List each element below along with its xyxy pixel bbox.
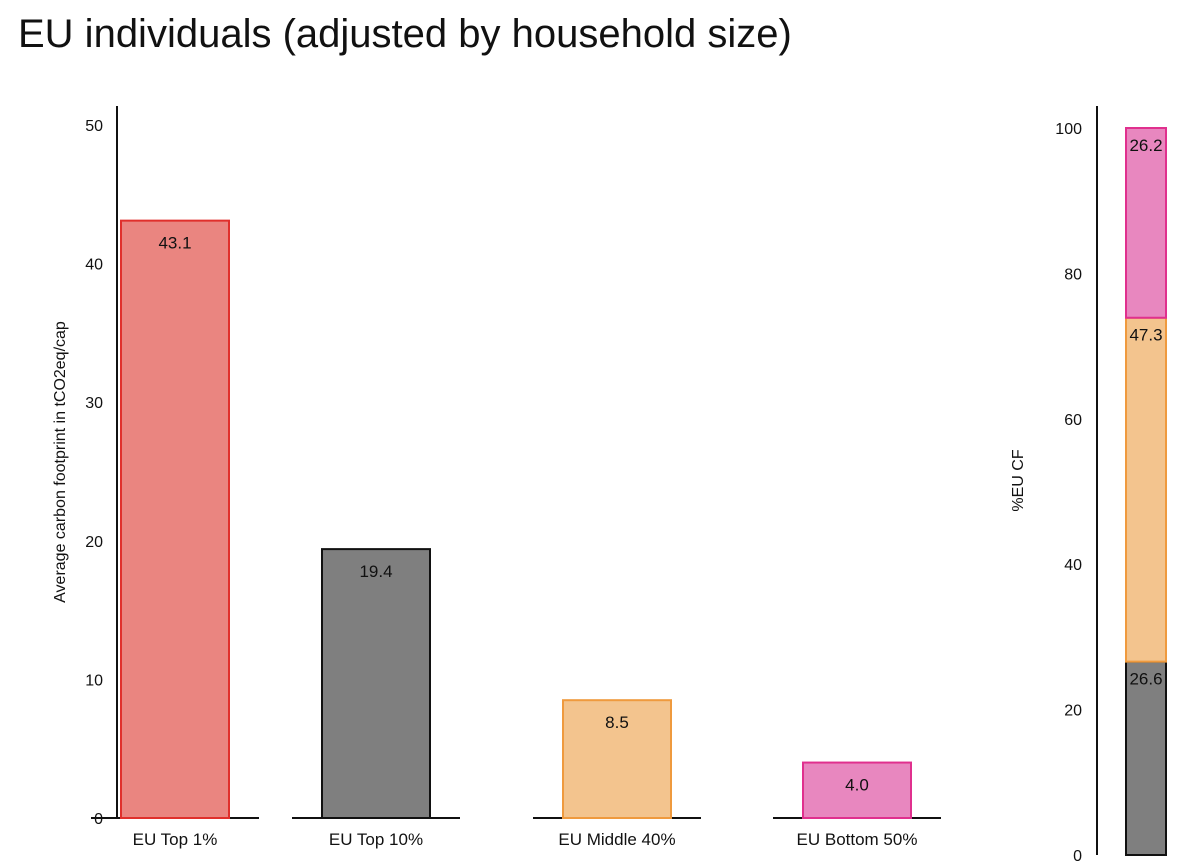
right-stacked-chart: 0 20 40 60 80 100 %EU CF 26.6 47.3 26.2	[1010, 106, 1167, 865]
bar	[802, 761, 912, 819]
bar-value-label: 4.0	[845, 776, 869, 795]
y-tick-label: 40	[85, 257, 103, 274]
y-tick-label: 20	[85, 534, 103, 551]
y-tick-label-right: 0	[1073, 848, 1082, 865]
y-tick-label-right: 60	[1064, 412, 1082, 429]
y-tick-label-right: 40	[1064, 557, 1082, 574]
stack-segment	[1125, 127, 1167, 319]
stack-value-label: 26.2	[1129, 136, 1162, 155]
bar	[321, 548, 431, 820]
y-axis-label: Average carbon footprint in tCO2eq/cap	[52, 321, 69, 603]
y-tick-label-right: 100	[1055, 121, 1082, 138]
x-category-label: EU Bottom 50%	[797, 830, 918, 849]
chart-title: EU individuals (adjusted by household si…	[18, 12, 792, 56]
stack-segment	[1125, 660, 1167, 856]
bar-value-label: 19.4	[359, 562, 392, 581]
x-category-label: EU Middle 40%	[558, 830, 675, 849]
y-tick-label-right: 80	[1064, 266, 1082, 283]
bar-value-label: 43.1	[158, 234, 191, 253]
stack-value-label: 47.3	[1129, 326, 1162, 345]
bar	[562, 699, 672, 819]
x-category-label: EU Top 10%	[329, 830, 423, 849]
y-tick-label-right: 20	[1064, 703, 1082, 720]
left-bar-chart: 0 10 20 30 40 50 Average carbon footprint in t…	[52, 106, 941, 849]
y-tick-label: 30	[85, 395, 103, 412]
y-tick-label: 10	[85, 672, 103, 689]
y-axis-label-right: %EU CF	[1010, 449, 1027, 511]
bar-value-label: 8.5	[605, 713, 629, 732]
x-category-label: EU Top 1%	[133, 830, 218, 849]
bar	[120, 219, 230, 820]
y-tick-label: 0	[94, 811, 103, 828]
stack-value-label: 26.6	[1129, 670, 1162, 689]
stack-segment	[1125, 316, 1167, 663]
y-tick-label: 50	[85, 118, 103, 135]
